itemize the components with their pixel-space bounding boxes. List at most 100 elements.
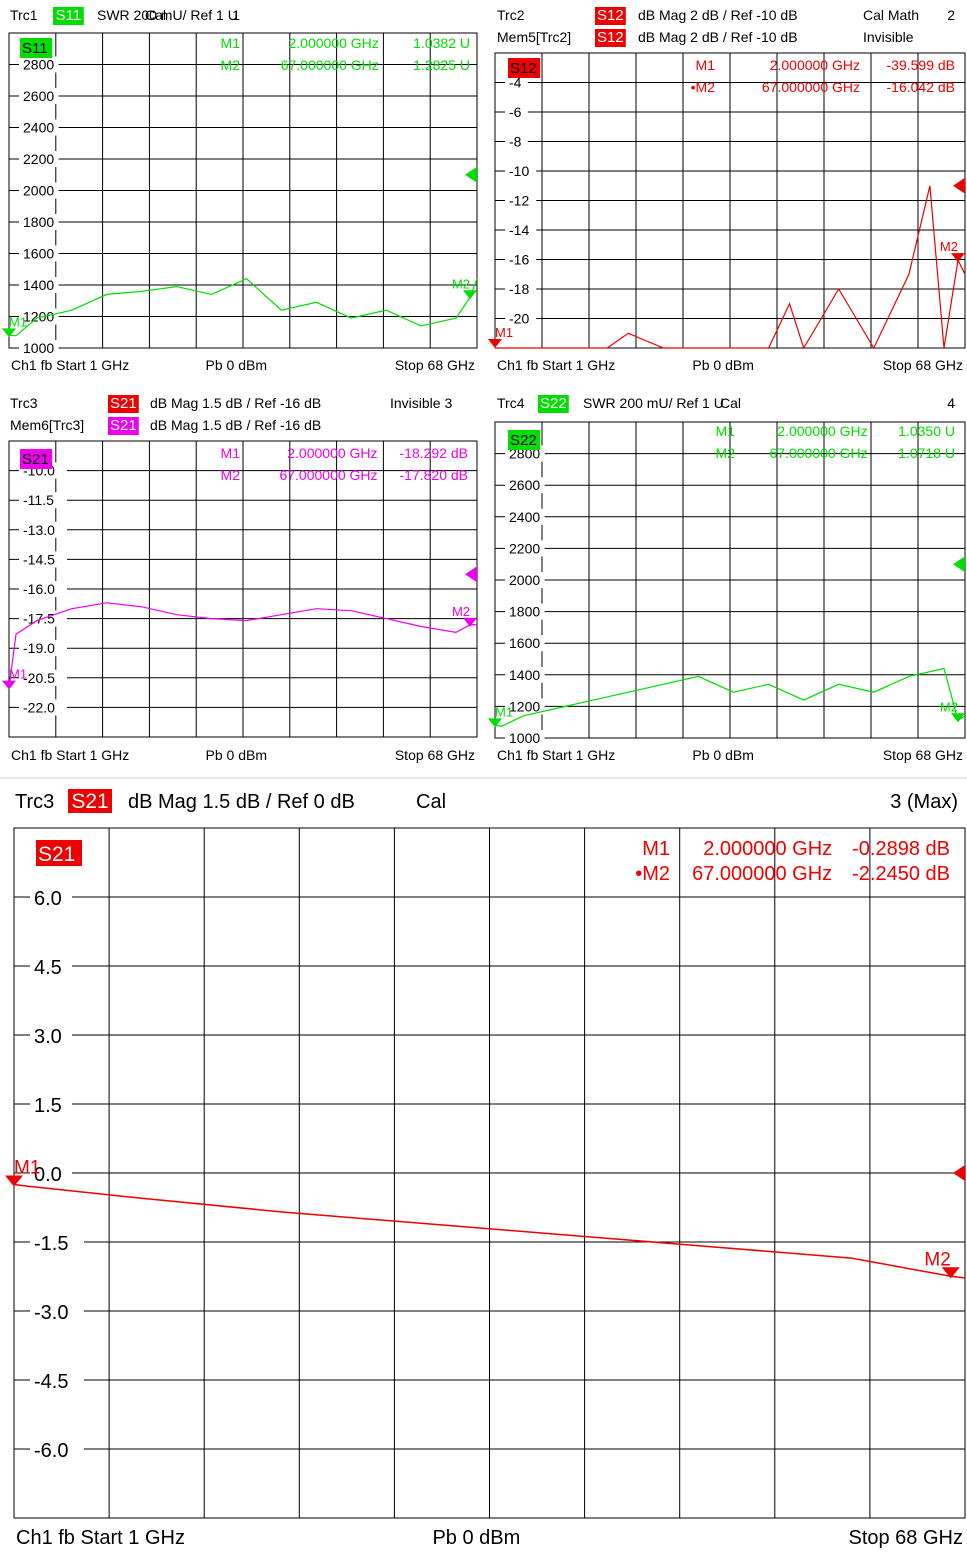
trace-param-label: S12 [597,7,624,24]
marker-triangle [2,328,16,338]
footer-start: Ch1 fb Start 1 GHz [497,747,615,763]
ytick-label: -6 [509,104,522,120]
reference-arrow [465,566,477,583]
header-text: Trc4 [497,395,525,411]
ytick-bg [505,222,537,238]
marker-tag: M2 [940,239,958,254]
trace-badge [508,430,541,450]
ytick-bg [19,669,67,686]
footer-power: Pb 0 dBm [692,747,753,763]
marker-frequency: 2.000000 GHz [703,838,832,860]
reference-arrow [953,556,965,573]
footer-power: Pb 0 dBm [692,357,753,373]
marker-triangle [488,718,502,728]
trace-param-label: S21 [71,790,108,813]
ytick-label: 1200 [509,698,540,714]
footer-start: Ch1 fb Start 1 GHz [497,357,615,373]
header-text: Mem5[Trc2] [497,29,571,45]
ytick-bg [19,308,59,325]
ytick-bg [19,277,59,293]
header-text: Cal Math [863,7,919,23]
marker-triangle [5,1175,23,1187]
marker-value: -16.042 dB [887,79,956,95]
ytick-label: 1200 [23,309,54,325]
ytick-label: -6.0 [34,1440,68,1462]
marker-triangle [463,617,478,627]
footer-stop: Stop 68 GHz [395,747,475,763]
ytick-label: -17.5 [23,611,55,627]
header-text: Invisible 3 [390,395,452,411]
ytick-label: -1.5 [34,1233,68,1255]
ytick-bg [19,581,67,597]
marker-tag: M2 [940,699,958,714]
trace-badge-label: S22 [510,432,537,449]
panel-trc3: Trc3 S21 dB Mag 1.5 dB / Ref -16 dB Invisib… [2,395,478,763]
marker-name: •M2 [635,863,670,885]
header-text: Mem6[Trc3] [10,417,84,433]
ytick-bg [19,119,59,136]
footer-power: Pb 0 dBm [432,1527,520,1549]
ytick-bg [505,508,545,525]
trace-param-badge [595,7,626,25]
ytick-label: -4.5 [34,1371,68,1393]
trace-badge-label: S12 [510,60,537,77]
ytick-bg [505,666,545,683]
ytick-bg [505,635,545,652]
marker-value: 1.0718 U [898,445,955,461]
ytick-label: 6.0 [34,888,62,910]
trace-line [8,277,478,337]
footer-stop: Stop 68 GHz [848,1527,963,1549]
ytick-label: 1600 [23,246,54,262]
ytick-label: 1400 [509,667,540,683]
header-text: Cal [720,395,741,411]
ytick-label: 1.5 [34,1095,62,1117]
ytick-label: 1800 [23,214,54,230]
marker-name: M2 [716,445,736,461]
marker-value: 1.0350 U [898,423,955,439]
marker-value: 1.2825 U [413,57,470,73]
ytick-bg [30,1024,72,1046]
trace-param-badge [53,7,84,25]
marker-tag: M1 [9,667,27,682]
ytick-label: 2600 [509,477,540,493]
ytick-label: 1000 [23,340,54,356]
trace-param-badge [108,417,139,435]
ytick-bg [30,1093,72,1115]
ytick-label: -3.0 [34,1302,68,1324]
ytick-bg [19,340,59,356]
ytick-label: -8 [509,134,522,150]
trace-line [13,1183,966,1279]
marker-name: •M2 [691,79,716,95]
header-text: 2 [947,7,955,23]
trace-badge-label: S11 [22,40,48,57]
trace-param-label: S12 [597,29,624,46]
marker-value: -39.599 dB [887,57,956,73]
marker-name: M1 [221,35,241,51]
ytick-bg [19,640,67,657]
panel-trc3big: Trc3 S21 dB Mag 1.5 dB / Ref 0 dB Cal 3 (Max… [5,789,966,1549]
ytick-bg [30,1231,84,1253]
ytick-label: 1000 [509,730,540,746]
panel-trc2: Trc2 S12 dB Mag 2 dB / Ref -10 dB Cal Math 2… [488,7,966,373]
ytick-label: -16.0 [23,581,55,597]
header-text: Cal [416,791,446,813]
marker-value: -18.292 dB [400,445,469,461]
header-text: SWR 200 mU/ Ref 1 U [583,395,724,411]
footer-stop: Stop 68 GHz [395,357,475,373]
ytick-bg [505,603,545,620]
ytick-bg [19,521,67,538]
marker-name: M1 [221,445,241,461]
marker-name: M1 [696,57,716,73]
trace-badge [20,449,53,469]
marker-name: M1 [716,423,736,439]
ytick-label: -20.5 [23,670,55,686]
footer-stop: Stop 68 GHz [883,357,963,373]
marker-triangle [950,713,965,723]
header-text: dB Mag 2 dB / Ref -10 dB [638,29,798,45]
footer-start: Ch1 fb Start 1 GHz [11,357,129,373]
trace-param-badge [595,29,626,47]
ytick-bg [30,1369,84,1391]
header-text: Trc3 [10,395,38,411]
